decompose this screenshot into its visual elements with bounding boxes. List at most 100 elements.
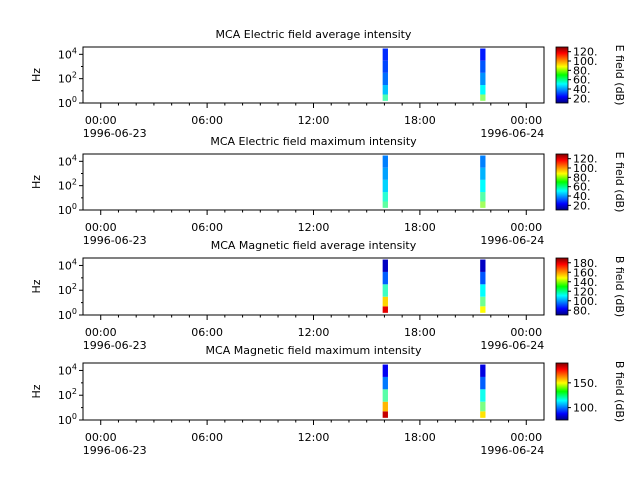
y-axis-label: Hz [30,279,43,293]
spectrogram-cell [382,401,388,412]
chart-title: MCA Electric field average intensity [216,28,412,41]
y-axis-label: Hz [30,68,43,82]
spectrogram-cell [382,60,388,73]
x-tick-label: 12:00 [298,114,330,127]
spectrogram-cell [480,376,486,390]
x-tick-label: 18:00 [404,431,436,444]
spectrogram-cell [382,376,388,390]
y-tick-label: 102 [58,71,77,86]
chart-panel-4: MCA Magnetic field maximum intensity Hz 10… [30,344,626,457]
spectrogram-cell [382,296,388,307]
y-tick-label: 104 [58,46,77,61]
colorbar [555,257,569,316]
colorbar-tick-label: 60. [573,181,591,194]
x-tick-label: 12:00 [298,221,330,234]
colorbar-tick-label: 150. [573,377,598,390]
chart-title: MCA Electric field maximum intensity [210,135,417,148]
x-tick-label: 06:00 [191,431,223,444]
spectrogram-cell [480,201,486,208]
x-tick-label: 00:00 [85,221,117,234]
x-date-label: 1996-06-24 [480,234,544,247]
spectrogram-cell [382,94,388,101]
x-tick-label: 18:00 [404,221,436,234]
chart-panel-2: MCA Electric field maximum intensity Hz 10… [30,135,626,247]
spectrogram-cell [480,411,486,418]
x-date-label: 1996-06-23 [83,339,147,352]
x-tick-label: 18:00 [404,114,436,127]
colorbar-tick-label: 140. [573,276,598,289]
colorbar [555,46,569,104]
colorbar-label: B field (dB) [613,361,626,422]
spectrogram-cell [382,284,388,297]
chart-title: MCA Magnetic field average intensity [211,239,417,252]
plot-area [82,153,545,211]
spectrogram-cell [480,85,486,95]
colorbar-label: E field (dB) [613,152,626,213]
spectrogram-cell [480,364,486,377]
spectrogram-cell [382,179,388,193]
spectrogram-cell [480,48,486,61]
colorbar [555,362,569,421]
y-tick-label: 104 [58,257,77,272]
y-tick-label: 104 [58,153,77,168]
colorbar-tick-label: 100. [573,402,598,415]
colorbar-tick-label: 120. [573,153,598,166]
x-date-label: 1996-06-23 [83,234,147,247]
colorbar-tick-label: 80. [573,64,591,77]
y-tick-label: 100 [58,412,77,427]
spectrogram-cell [480,401,486,412]
spectrogram-cell [382,411,388,418]
y-axis-label: Hz [30,384,43,398]
colorbar-label: E field (dB) [613,45,626,106]
spectrogram-cell [480,192,486,202]
spectrogram-cell [480,179,486,193]
spectrogram-cell [480,284,486,297]
y-tick-label: 104 [58,362,77,377]
chart-panel-3: MCA Magnetic field average intensity Hz 10… [30,239,626,352]
x-tick-label: 12:00 [298,326,330,339]
spectrogram-cell [382,306,388,313]
x-tick-label: 06:00 [191,326,223,339]
spectrogram-cell [480,155,486,168]
x-tick-label: 12:00 [298,431,330,444]
chart-title: MCA Magnetic field maximum intensity [206,344,422,357]
x-tick-label: 00:00 [510,221,542,234]
plot-area [82,46,545,104]
chart-panel-1: MCA Electric field average intensity Hz 10… [30,28,626,140]
spectrogram-cell [382,201,388,208]
colorbar-tick-label: 40. [573,83,591,96]
spectrogram-cell [382,72,388,86]
colorbar-tick-label: 100. [573,162,598,175]
spectrogram-cell [480,167,486,180]
spectrogram-cell [382,389,388,402]
spectrogram-cell [480,271,486,285]
x-tick-label: 18:00 [404,326,436,339]
spectrogram-cell [480,259,486,272]
x-date-label: 1996-06-23 [83,127,147,140]
y-tick-label: 102 [58,282,77,297]
x-date-label: 1996-06-24 [480,127,544,140]
x-tick-label: 00:00 [85,431,117,444]
colorbar-tick-label: 40. [573,190,591,203]
spectrogram-cell [480,94,486,101]
x-tick-label: 00:00 [510,114,542,127]
y-tick-label: 102 [58,178,77,193]
colorbar-tick-label: 80. [573,171,591,184]
y-axis-label: Hz [30,175,43,189]
spectrogram-cell [382,48,388,61]
spectrogram-cell [382,271,388,285]
colorbar-label: B field (dB) [613,256,626,317]
spectrogram-cell [382,259,388,272]
spectrogram-cell [382,192,388,202]
colorbar-tick-label: 120. [573,285,598,298]
y-tick-label: 100 [58,95,77,110]
y-tick-label: 100 [58,307,77,322]
colorbar-tick-label: 160. [573,266,598,279]
spectrogram-cell [382,85,388,95]
x-date-label: 1996-06-24 [480,444,544,457]
colorbar-tick-label: 120. [573,46,598,59]
x-tick-label: 06:00 [191,221,223,234]
colorbar-tick-label: 100. [573,295,598,308]
x-tick-label: 00:00 [510,431,542,444]
